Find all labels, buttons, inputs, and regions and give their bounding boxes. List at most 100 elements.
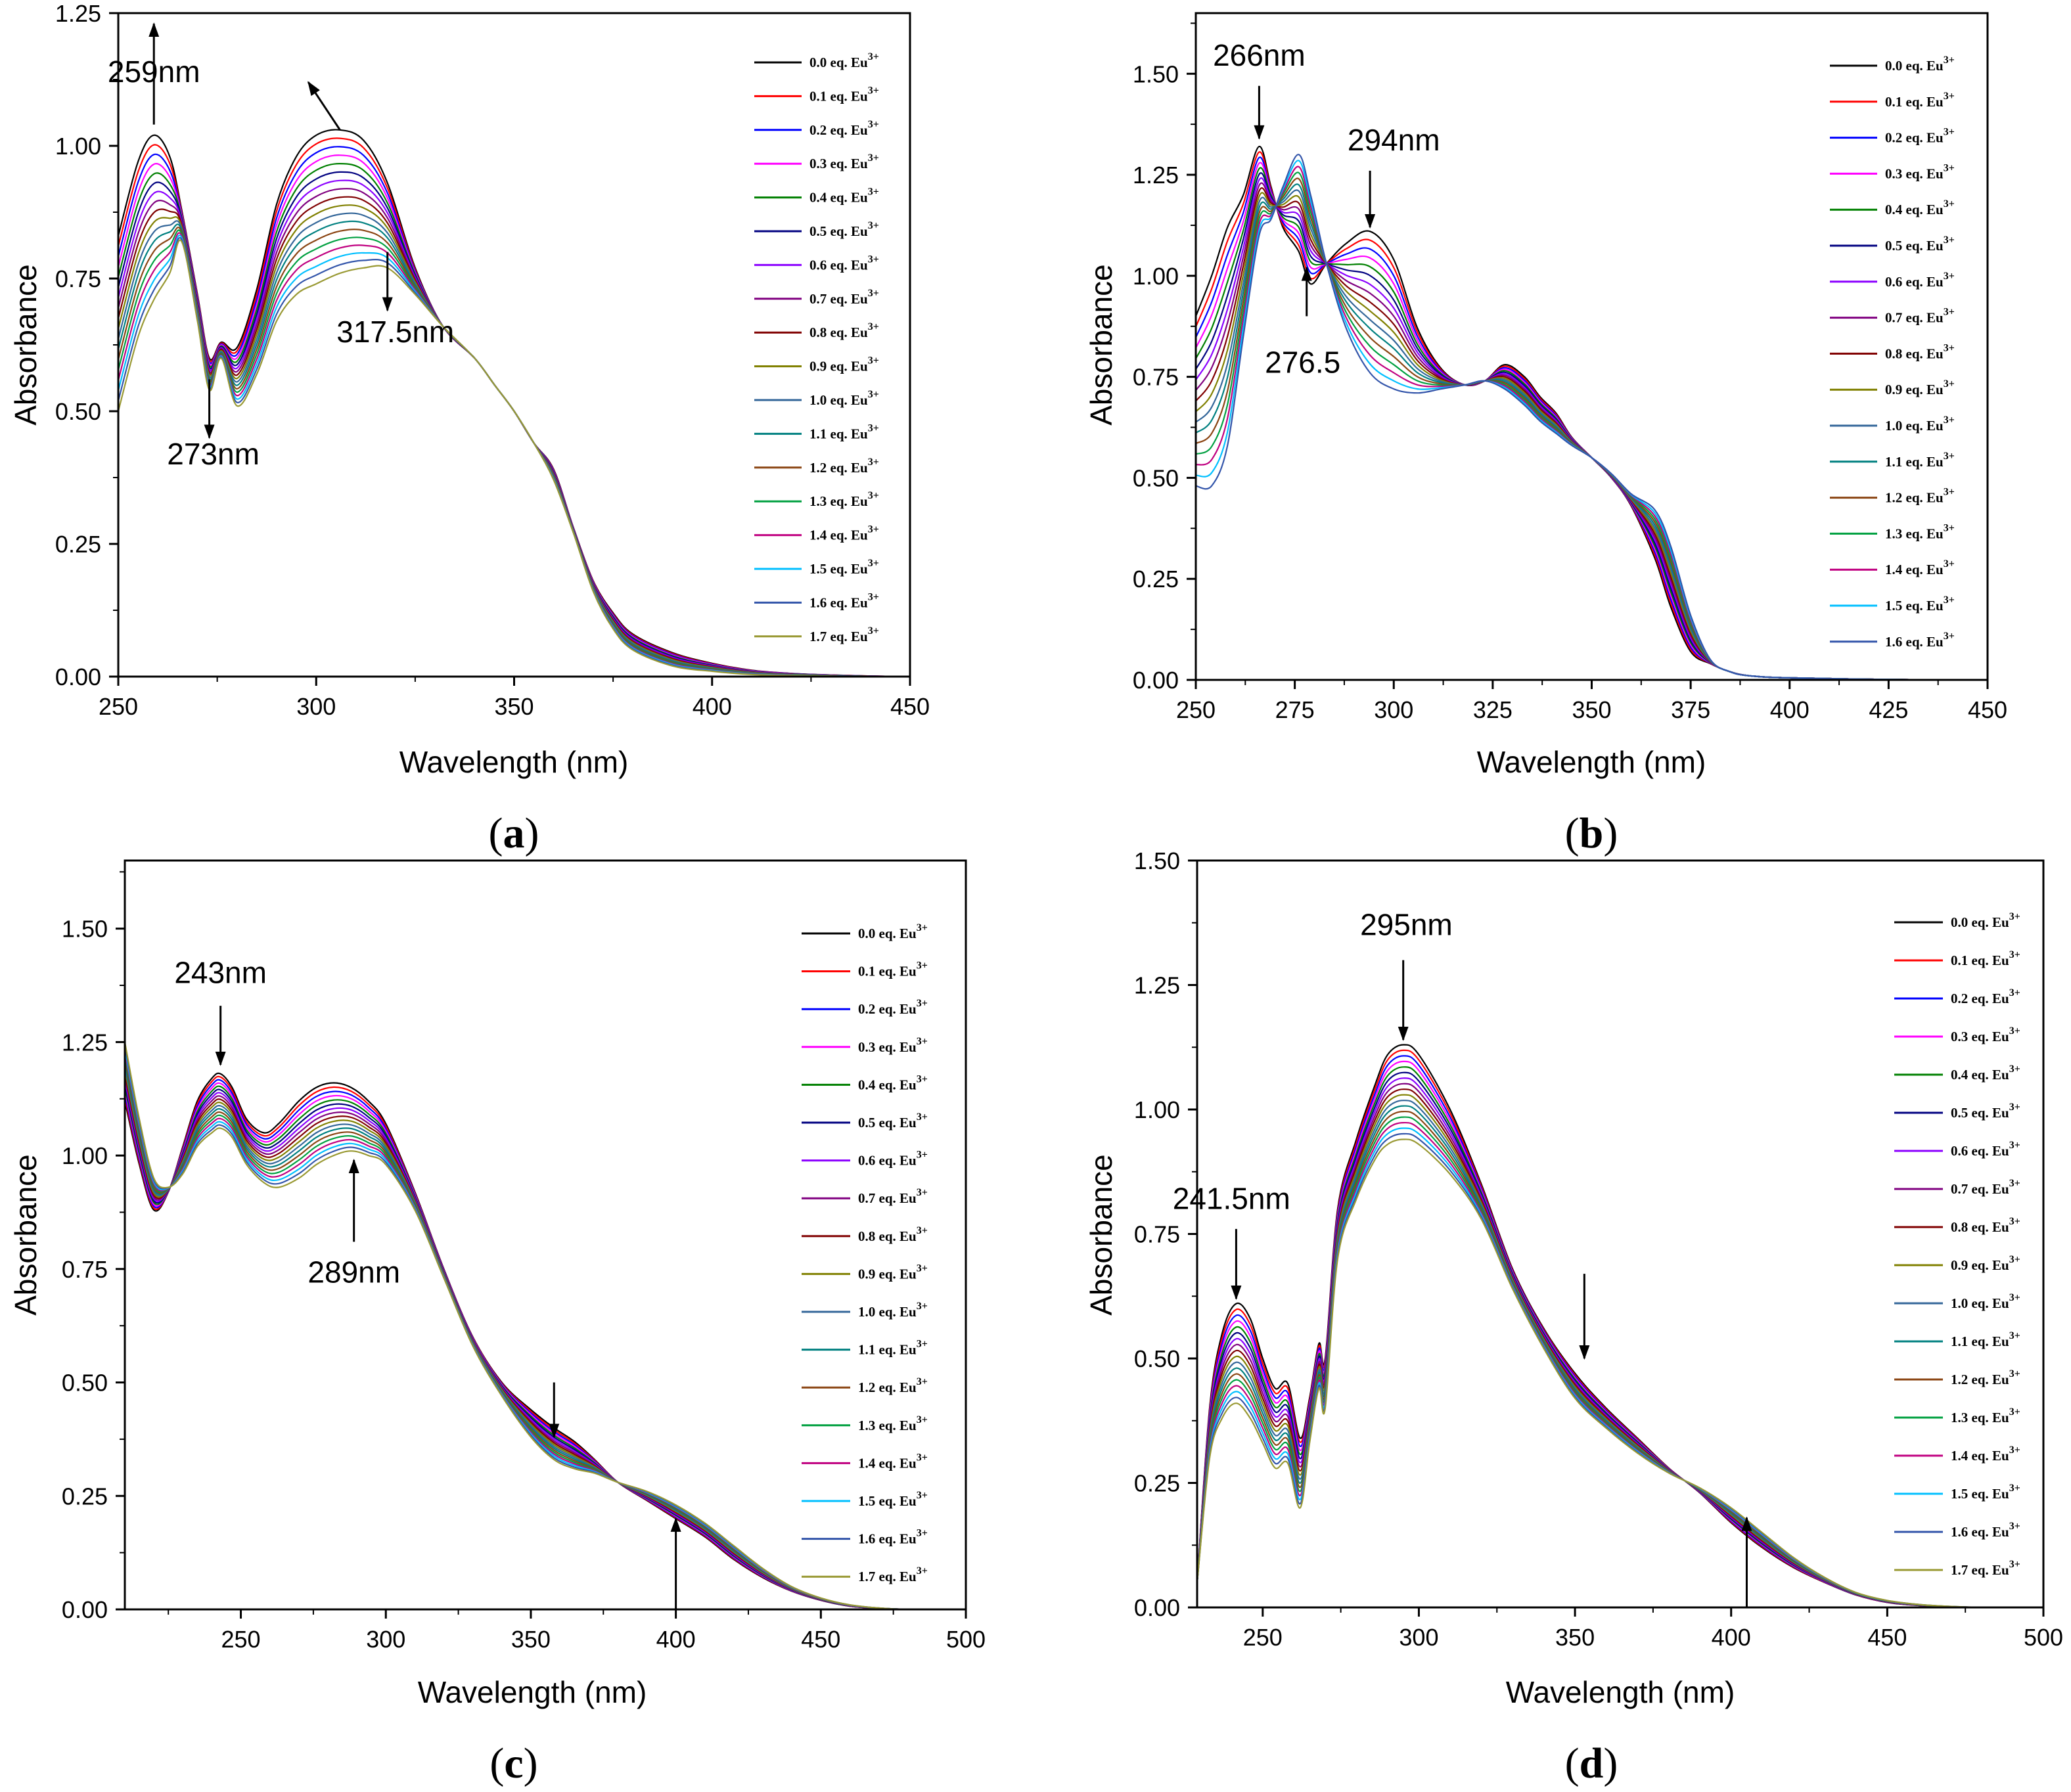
legend-label-d-7: 0.7 eq. Eu3+ <box>1951 1178 2020 1197</box>
annotation-label-a-0: 259nm <box>108 55 200 89</box>
series-layer-c <box>125 1042 966 1609</box>
legend-label-d-16: 1.6 eq. Eu3+ <box>1951 1521 2020 1540</box>
panel-label-b: (b) <box>1565 809 1618 857</box>
plot-area-a: 250 300 350 400 4500.000.250.500.751.001.25 … <box>55 0 930 720</box>
series-line-a-17 <box>118 239 910 677</box>
annotation-label-d-1: 241.5nm <box>1173 1182 1290 1216</box>
legend-label-d-2: 0.2 eq. Eu3+ <box>1951 987 2020 1006</box>
x-tick-label-b-5: 375 <box>1671 696 1710 723</box>
legend-superscript-d-3: 3+ <box>2009 1025 2020 1037</box>
legend-superscript-a-3: 3+ <box>868 152 879 164</box>
legend-superscript-d-13: 3+ <box>2009 1406 2020 1418</box>
legend-superscript-c-1: 3+ <box>917 960 928 972</box>
legend-superscript-c-17: 3+ <box>917 1565 928 1577</box>
legend-label-b-7: 0.7 eq. Eu3+ <box>1885 307 1955 326</box>
legend-superscript-c-13: 3+ <box>917 1414 928 1425</box>
y-tick-label-a-4: 1.00 <box>55 133 101 160</box>
x-tick-label-a-4: 450 <box>890 693 930 720</box>
axis-ticks-a: 250 300 350 400 450 0.00 0.25 0.50 0.75 1.00 1.25 <box>55 0 930 720</box>
legend-label-a-13: 1.3 eq. Eu3+ <box>809 490 879 509</box>
legend-superscript-a-2: 3+ <box>868 119 879 130</box>
x-tick-label-a-2: 350 <box>494 693 534 720</box>
legend-label-a-17: 1.7 eq. Eu3+ <box>809 625 879 644</box>
legend-superscript-a-12: 3+ <box>868 457 879 468</box>
y-tick-label-d-1: 0.25 <box>1134 1470 1180 1497</box>
y-tick-label-a-2: 0.50 <box>55 398 101 425</box>
legend-superscript-a-8: 3+ <box>868 321 879 332</box>
legend-superscript-d-4: 3+ <box>2009 1064 2020 1075</box>
legend-label-a-1: 0.1 eq. Eu3+ <box>809 85 879 104</box>
series-line-b-16 <box>1196 154 1988 680</box>
legend-superscript-a-17: 3+ <box>868 625 879 637</box>
x-axis-title-d: Wavelength (nm) <box>1506 1675 1735 1709</box>
x-tick-label-b-8: 450 <box>1968 696 2007 723</box>
legend-superscript-a-16: 3+ <box>868 591 879 602</box>
y-tick-label-b-0: 0.00 <box>1133 667 1179 694</box>
legend-label-d-12: 1.2 eq. Eu3+ <box>1951 1368 2020 1387</box>
panel-label-d: (d) <box>1565 1739 1618 1787</box>
legend-superscript-b-4: 3+ <box>1944 198 1955 210</box>
legend-label-a-8: 0.8 eq. Eu3+ <box>809 321 879 340</box>
legend-label-b-15: 1.5 eq. Eu3+ <box>1885 594 1955 614</box>
legend-label-b-4: 0.4 eq. Eu3+ <box>1885 198 1955 217</box>
legend-label-b-3: 0.3 eq. Eu3+ <box>1885 162 1955 181</box>
legend-label-c-13: 1.3 eq. Eu3+ <box>858 1414 928 1433</box>
x-tick-label-b-0: 250 <box>1176 696 1216 723</box>
legend-label-a-2: 0.2 eq. Eu3+ <box>809 119 879 138</box>
legend-superscript-c-16: 3+ <box>917 1528 928 1539</box>
legend-label-b-13: 1.3 eq. Eu3+ <box>1885 522 1955 541</box>
legend-label-b-10: 1.0 eq. Eu3+ <box>1885 414 1955 434</box>
legend-superscript-d-16: 3+ <box>2009 1521 2020 1532</box>
legend-superscript-c-9: 3+ <box>917 1263 928 1274</box>
legend-label-c-5: 0.5 eq. Eu3+ <box>858 1111 928 1131</box>
legend-superscript-c-2: 3+ <box>917 998 928 1009</box>
legend-b: 0.0 eq. Eu3+ 0.1 eq. Eu3+ 0.2 eq. Eu3+ 0.3 … <box>1830 55 1955 650</box>
annotation-label-b-0: 266nm <box>1213 38 1306 72</box>
axis-ticks-d: 250 300 350 400 450 500 0.00 0.25 0.50 0.75 1.00 1.… <box>1134 847 2063 1651</box>
x-tick-label-b-4: 350 <box>1572 696 1611 723</box>
panel-paren-open-d: ( <box>1565 1739 1580 1787</box>
legend-label-d-10: 1.0 eq. Eu3+ <box>1951 1292 2020 1311</box>
legend-c: 0.0 eq. Eu3+ 0.1 eq. Eu3+ 0.2 eq. Eu3+ 0.3 … <box>802 922 928 1584</box>
legend-superscript-b-14: 3+ <box>1944 558 1955 570</box>
series-layer-d <box>1197 1044 2043 1607</box>
legend-label-a-4: 0.4 eq. Eu3+ <box>809 187 879 206</box>
panel-letter-b: b <box>1580 809 1604 857</box>
panel-paren-close-b: ) <box>1603 809 1618 857</box>
panel-letter-a: a <box>503 809 525 857</box>
legend-label-a-7: 0.7 eq. Eu3+ <box>809 288 879 307</box>
annotation-label-c-0: 243nm <box>174 956 267 990</box>
legend-label-d-15: 1.5 eq. Eu3+ <box>1951 1483 2020 1502</box>
legend-label-d-4: 0.4 eq. Eu3+ <box>1951 1064 2020 1083</box>
y-tick-label-c-6: 1.50 <box>62 916 108 943</box>
annotation-label-a-2: 317.5nm <box>336 315 454 349</box>
y-axis-title-d: Absorbance <box>1084 1154 1118 1316</box>
x-tick-label-a-1: 300 <box>296 693 336 720</box>
legend-superscript-c-5: 3+ <box>917 1111 928 1123</box>
legend-label-c-2: 0.2 eq. Eu3+ <box>858 998 928 1017</box>
y-tick-label-c-2: 0.50 <box>62 1370 108 1397</box>
x-tick-label-d-0: 250 <box>1243 1624 1283 1651</box>
legend-label-d-1: 0.1 eq. Eu3+ <box>1951 949 2020 968</box>
y-tick-label-c-3: 0.75 <box>62 1256 108 1283</box>
legend-superscript-a-14: 3+ <box>868 524 879 535</box>
legend-superscript-d-2: 3+ <box>2009 987 2020 998</box>
legend-label-a-15: 1.5 eq. Eu3+ <box>809 558 879 577</box>
y-tick-label-b-6: 1.50 <box>1133 60 1179 87</box>
plot-area-c: 250 300 350 400 450 500 0.00 0.25 0.50 0.75 1.00 1.… <box>62 859 986 1653</box>
legend-label-b-0: 0.0 eq. Eu3+ <box>1885 55 1955 74</box>
panel-paren-open-b: ( <box>1565 809 1580 857</box>
legend-superscript-b-5: 3+ <box>1944 235 1955 246</box>
legend-label-c-8: 0.8 eq. Eu3+ <box>858 1225 928 1244</box>
legend-a: 0.0 eq. Eu3+ 0.1 eq. Eu3+ 0.2 eq. Eu3+ 0.3 … <box>754 51 879 644</box>
panel-paren-open-a: ( <box>489 809 503 857</box>
panel-label-a: (a) <box>489 809 539 857</box>
legend-label-b-6: 0.6 eq. Eu3+ <box>1885 271 1955 290</box>
y-tick-label-d-0: 0.00 <box>1134 1594 1180 1621</box>
y-tick-label-c-0: 0.00 <box>62 1596 108 1623</box>
panel-label-c: (c) <box>489 1739 537 1787</box>
legend-superscript-b-2: 3+ <box>1944 127 1955 138</box>
series-line-d-17 <box>1197 1138 2043 1607</box>
panel-paren-close-d: ) <box>1603 1739 1618 1787</box>
